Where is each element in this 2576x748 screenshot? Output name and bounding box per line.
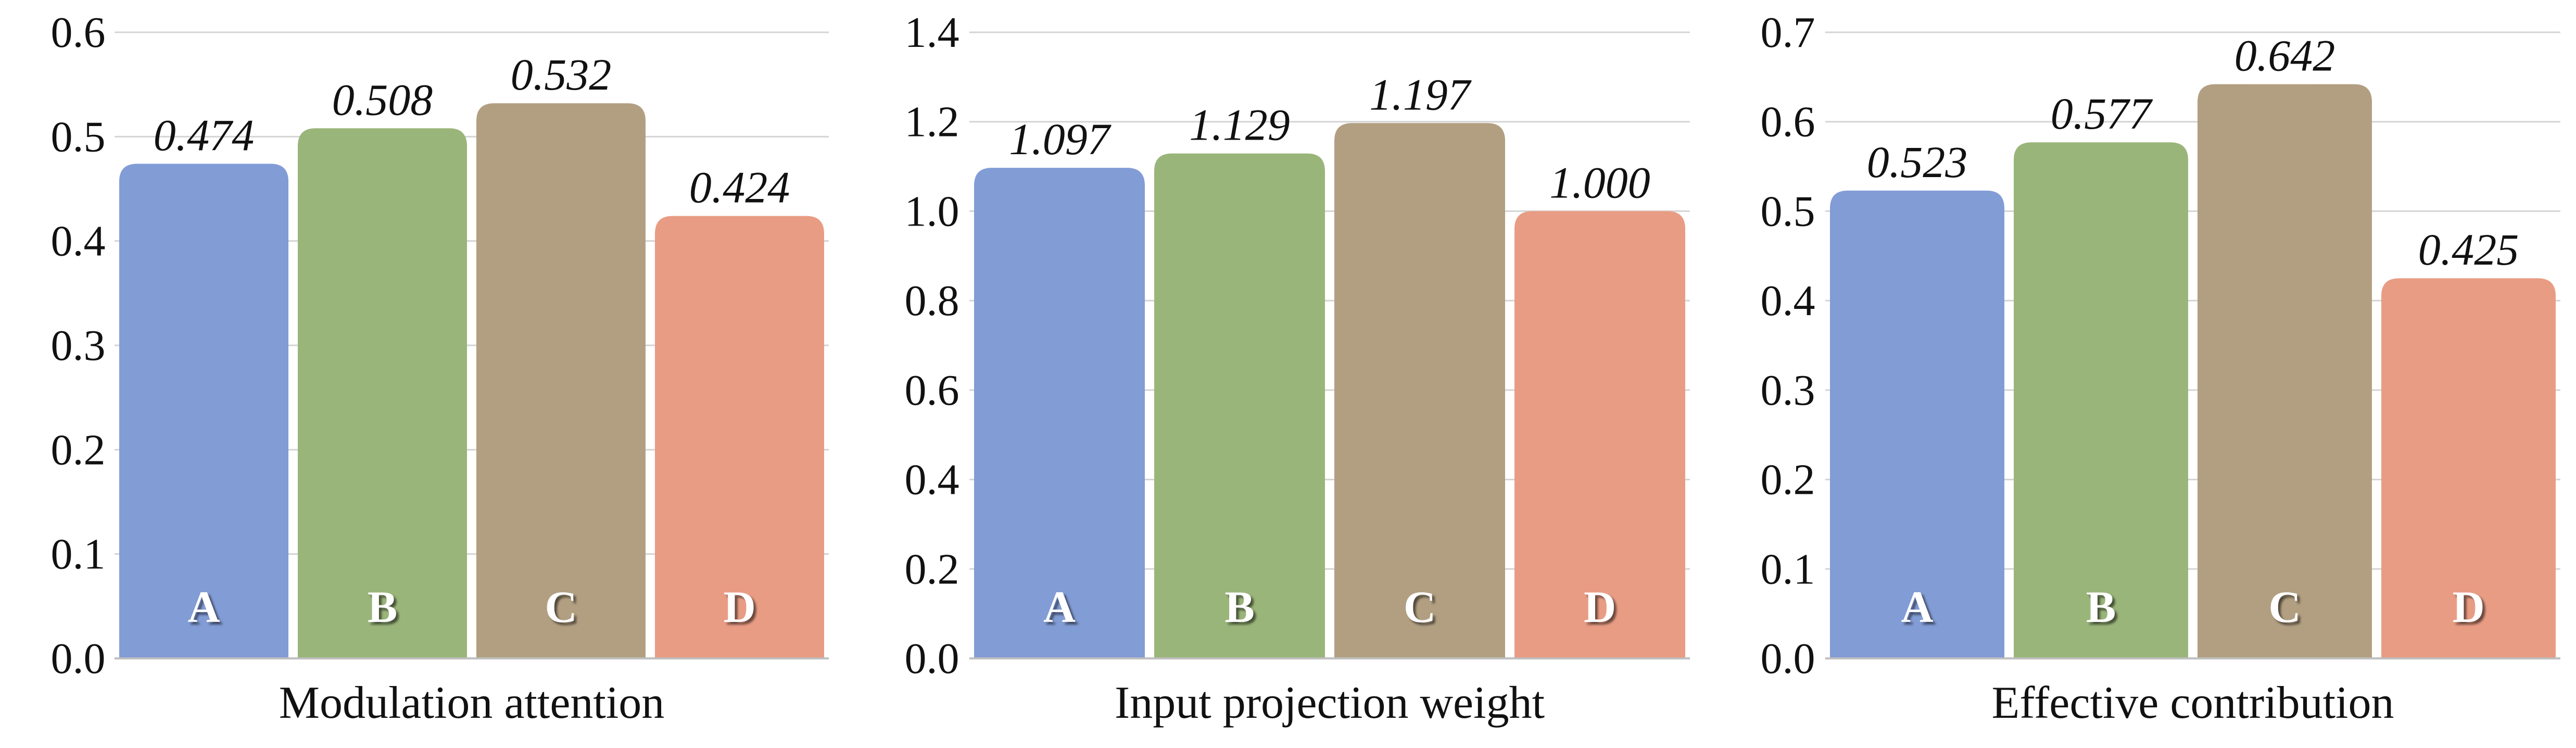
data-label: 0.424	[689, 163, 790, 213]
bar-D	[2381, 278, 2556, 658]
y-tick-label: 0.4	[51, 217, 106, 266]
bar-B	[298, 128, 467, 659]
y-tick-label: 0.8	[905, 277, 959, 325]
y-tick-label: 0.7	[1761, 8, 1815, 57]
bar-B	[2014, 142, 2188, 658]
data-label: 0.474	[154, 110, 255, 160]
x-axis-label: Input projection weight	[1115, 678, 1545, 728]
y-tick-label: 0.0	[51, 634, 106, 683]
data-label: 0.642	[2234, 31, 2335, 81]
y-tick-label: 1.4	[905, 8, 959, 57]
data-label: 0.523	[1867, 137, 1968, 187]
y-tick-label: 1.0	[905, 187, 959, 235]
data-label: 1.097	[1009, 114, 1112, 164]
data-label: 0.425	[2418, 225, 2519, 275]
data-label: 0.508	[332, 74, 433, 124]
y-tick-label: 0.6	[1761, 98, 1815, 146]
category-label: D	[723, 582, 755, 632]
x-axis-label: Modulation attention	[279, 678, 665, 728]
y-tick-label: 0.5	[51, 113, 106, 161]
bar-A	[1830, 190, 2004, 658]
y-tick-label: 0.4	[1761, 277, 1815, 325]
category-label: C	[545, 582, 577, 632]
data-label: 1.129	[1189, 100, 1290, 150]
category-label: B	[1224, 582, 1254, 632]
bar-C	[2198, 84, 2372, 659]
y-tick-label: 0.2	[51, 426, 106, 474]
category-label: C	[1404, 582, 1436, 632]
panel-3: 0.0 0.1 0.2 0.3 0.4 0.5 0.6 0.7 0.523 A 0.577 B 0.64…	[1761, 8, 2560, 728]
bar-A	[119, 164, 288, 658]
category-label: B	[2086, 582, 2116, 632]
y-tick-label: 0.3	[1761, 366, 1815, 415]
y-tick-label: 0.3	[51, 321, 106, 370]
y-tick-label: 1.2	[905, 98, 959, 146]
y-tick-label: 0.6	[51, 8, 106, 57]
panel-2: 0.0 0.2 0.4 0.6 0.8 1.0 1.2 1.4 1.097 A 1.129 B 1.19…	[905, 8, 1690, 728]
category-label: A	[1901, 582, 1933, 632]
bar-B	[1154, 153, 1325, 658]
panel-1: 0.0 0.1 0.2 0.3 0.4 0.5 0.6 0.474 A 0.508 B 0.532 C 0…	[51, 8, 829, 728]
y-tick-label: 0.1	[1761, 545, 1815, 593]
y-tick-label: 0.1	[51, 530, 106, 579]
x-axis-label: Effective contribution	[1991, 678, 2394, 728]
y-tick-label: 0.0	[1761, 634, 1815, 683]
category-label: B	[368, 582, 397, 632]
y-tick-label: 0.2	[1761, 456, 1815, 504]
bar-D	[655, 216, 824, 658]
data-label: 1.000	[1549, 157, 1650, 207]
data-label: 0.532	[511, 49, 612, 99]
y-tick-label: 0.4	[905, 456, 959, 504]
y-tick-label: 0.0	[905, 634, 959, 683]
bar-D	[1514, 211, 1685, 658]
category-label: A	[1043, 582, 1076, 632]
bar-A	[974, 168, 1145, 658]
data-label: 0.577	[2051, 89, 2153, 139]
category-label: D	[1584, 582, 1616, 632]
y-tick-label: 0.6	[905, 366, 959, 415]
y-tick-label: 0.2	[905, 545, 959, 593]
y-tick-label: 0.5	[1761, 187, 1815, 235]
category-label: D	[2452, 582, 2484, 632]
data-label: 1.197	[1369, 69, 1472, 119]
bar-C	[476, 103, 646, 658]
category-label: C	[2268, 582, 2301, 632]
category-label: A	[187, 582, 220, 632]
bar-C	[1334, 123, 1505, 658]
